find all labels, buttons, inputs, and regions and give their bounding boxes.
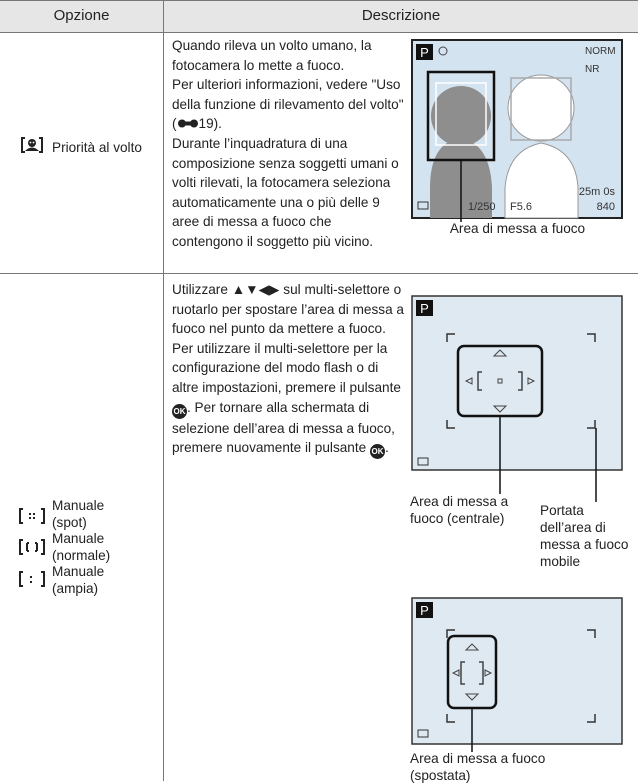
text: . (384, 440, 389, 456)
description: Quando rileva un volto umano, la fotocam… (172, 36, 630, 258)
screen-mode: P (420, 45, 429, 60)
paragraph: Per utilizzare il multi-selettore per la… (172, 339, 404, 460)
text: 19). (198, 116, 222, 132)
screen-aperture: F5.6 (510, 201, 532, 213)
paragraph: Durante l’inquadratura di una composizio… (172, 135, 399, 249)
option-label: Manuale (ampia) (52, 564, 105, 596)
caption: Area di messa a fuoco (449, 221, 586, 236)
option-label: Priorità al volto (52, 140, 142, 155)
caption: Area di messa a fuoco (centrale) (410, 494, 509, 526)
reference-icon (177, 119, 198, 128)
area-icons (19, 508, 45, 587)
caption: Area di messa a fuoco (spostata) (410, 751, 546, 783)
text: Per ulteriori informazioni, vedere "Uso … (172, 77, 404, 132)
text: Utilizzare (172, 282, 228, 297)
caption: Portata dell’area di messa a fuoco mobil… (540, 503, 629, 569)
screen-shots: 840 (597, 201, 615, 213)
screen-mode: P (420, 603, 429, 618)
paragraph: Quando rileva un volto umano, la fotocam… (172, 38, 372, 73)
camera-screens: P P (411, 295, 623, 752)
screen-time: 25m 0s (579, 186, 616, 198)
screen-quality: NORM (585, 46, 616, 57)
ok-button-icon: OK (172, 403, 187, 419)
option-label: Manuale (spot) (52, 498, 105, 530)
text: sul multi-selettore o ruotarlo per spost… (172, 282, 404, 337)
ok-button-icon: OK (369, 444, 385, 460)
paragraph: Per ulteriori informazioni, vedere "Uso … (172, 75, 630, 134)
option-label: Manuale (normale) (52, 531, 111, 563)
screen-nr: NR (585, 64, 599, 75)
arrows: ▲▼◀▶ (231, 282, 280, 297)
camera-screen: P NORM NR 25m 0s 1/250 F5.6 840 (411, 39, 623, 222)
text: . Per tornare alla schermata di selezion… (172, 399, 395, 456)
face-priority-icon (21, 137, 43, 153)
paragraph: Utilizzare ▲▼◀▶ sul multi-selettore o ru… (172, 280, 404, 339)
description: Utilizzare ▲▼◀▶ sul multi-selettore o ru… (172, 280, 404, 460)
screen-mode: P (420, 301, 429, 316)
screen-shutter: 1/250 (468, 201, 496, 213)
header-cell: Descrizione (164, 0, 638, 32)
text: Per utilizzare il multi-selettore per la… (172, 340, 401, 395)
header-cell: Opzione (0, 0, 163, 32)
